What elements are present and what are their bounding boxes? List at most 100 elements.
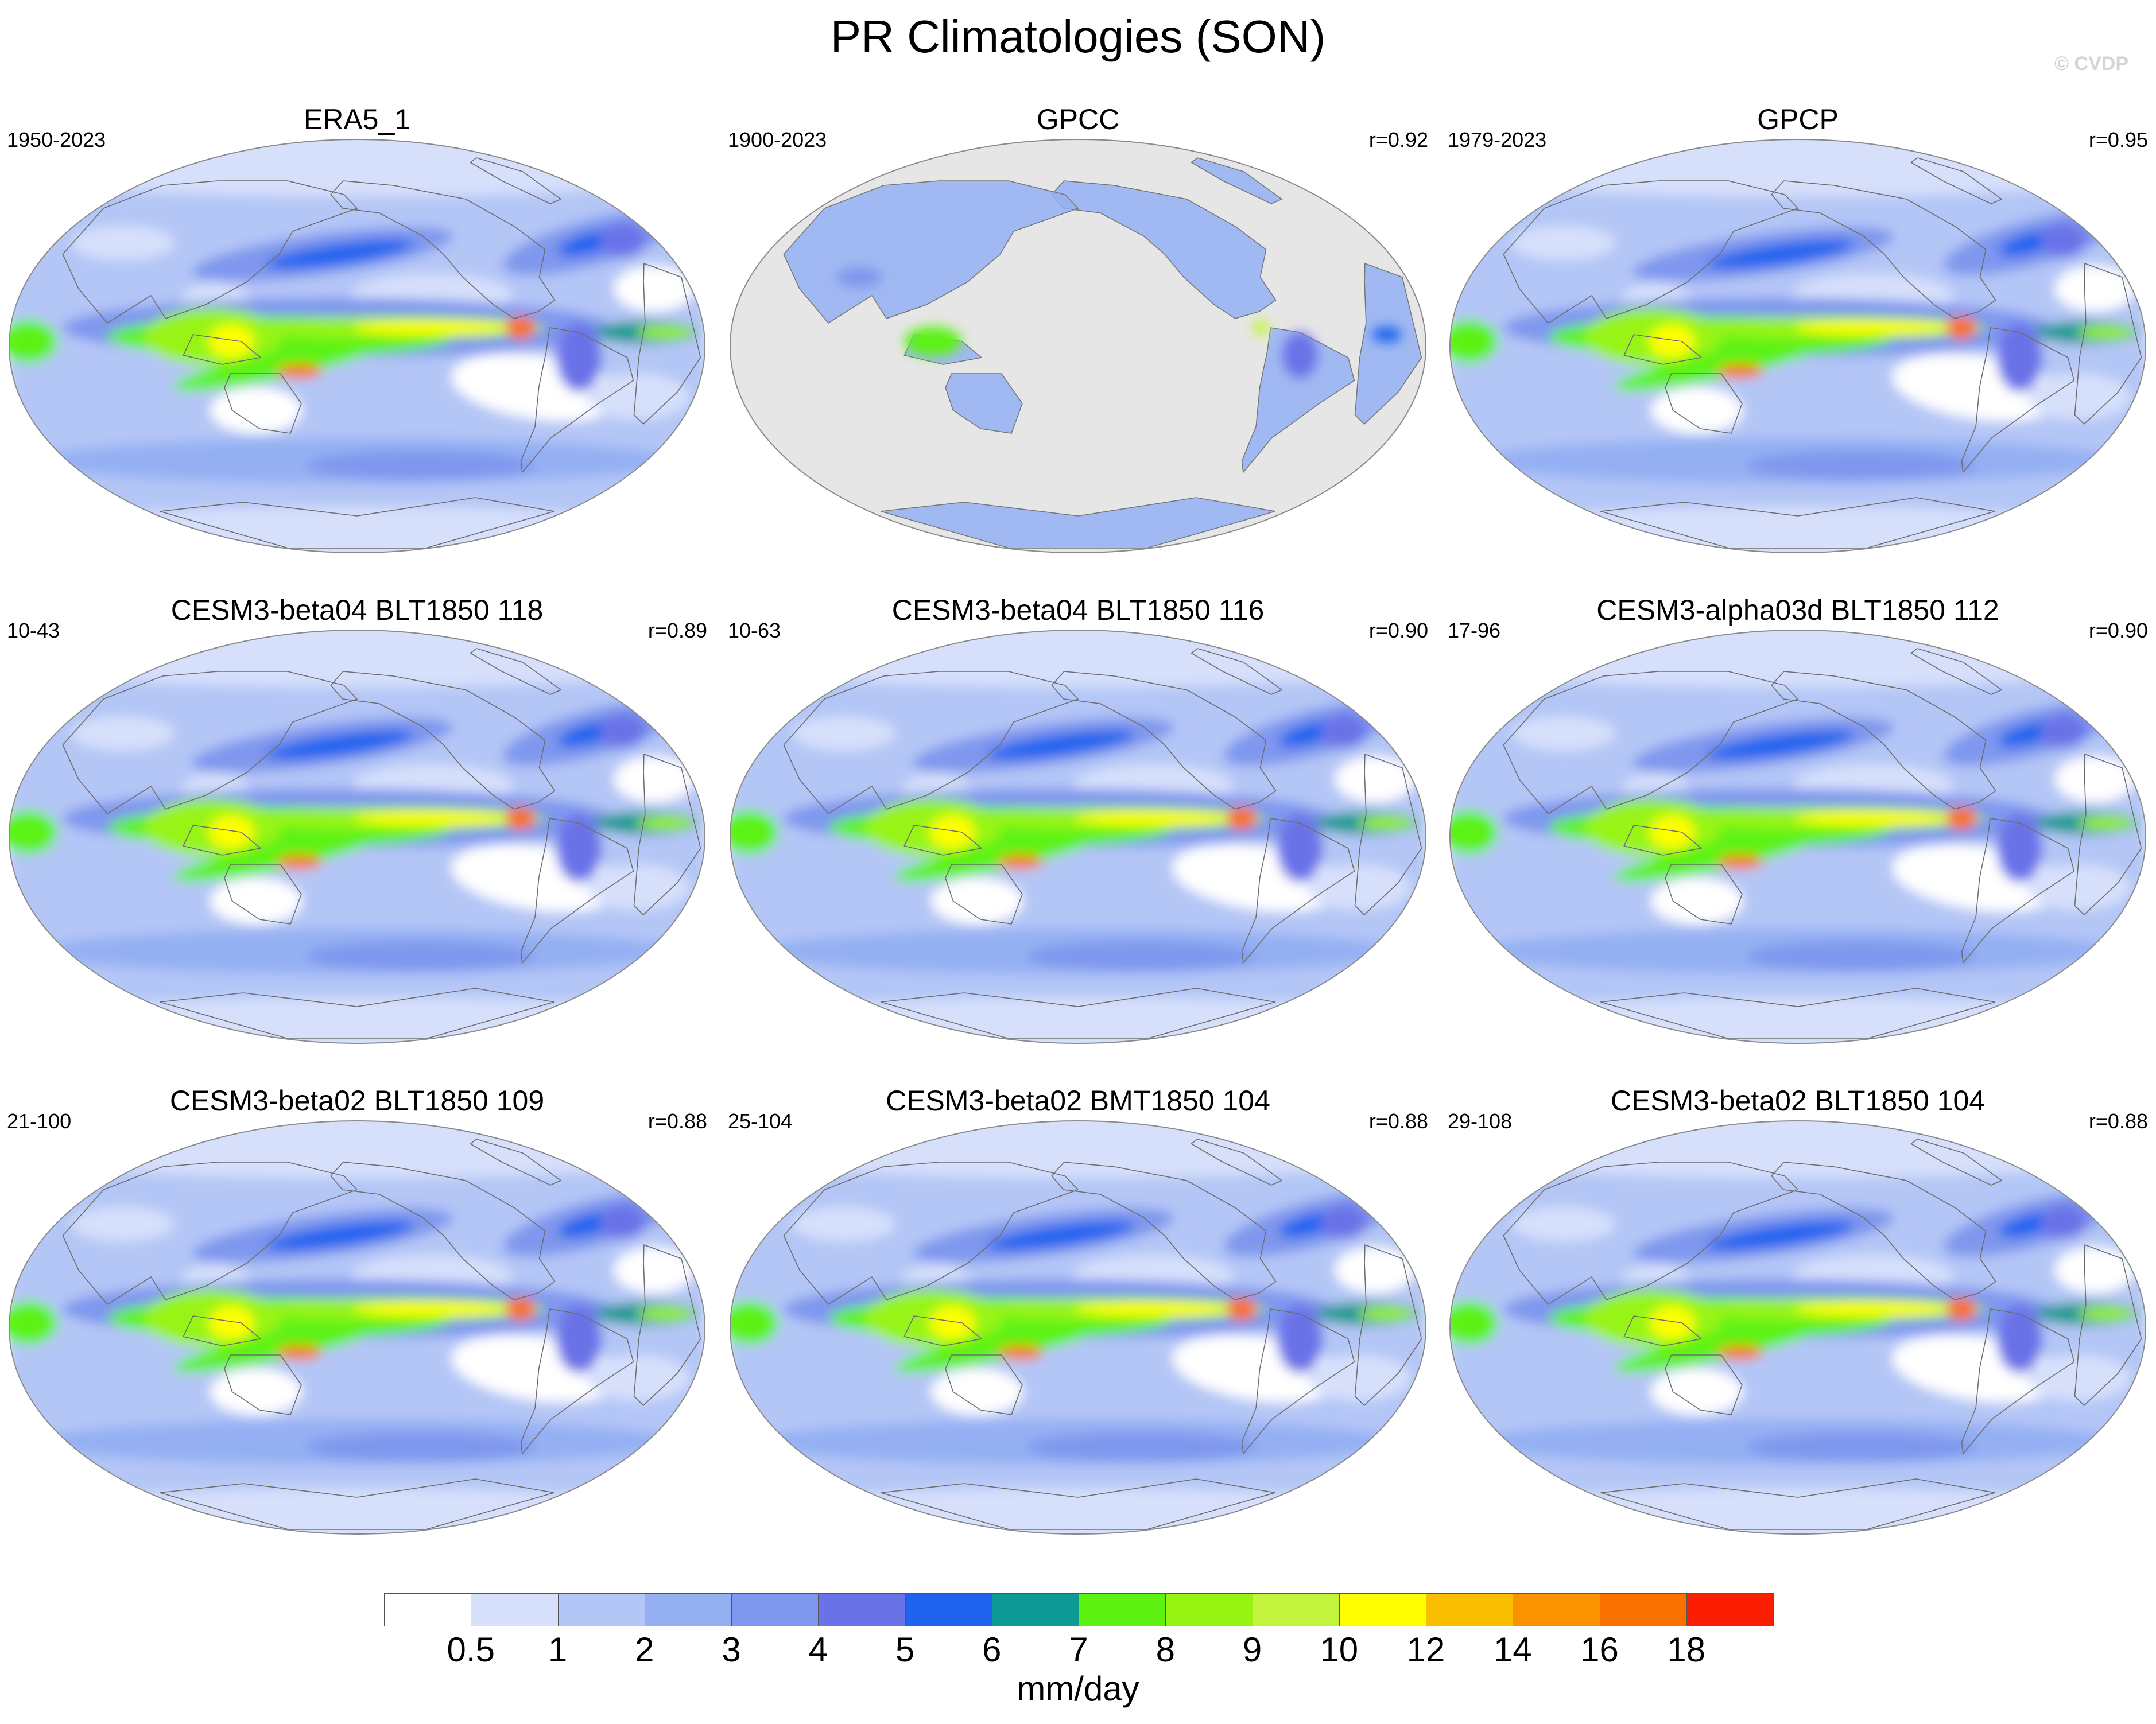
panel-correlation: r=0.90: [1368, 619, 1428, 642]
southern-ocean-core: [1746, 941, 1976, 971]
map-panel-gpcp: GPCP 1979-2023 r=0.95: [1448, 102, 2148, 556]
continent-antarctica: [1600, 497, 1996, 549]
itcz-core: [1794, 1302, 1956, 1316]
continent-indonesia: [183, 825, 261, 856]
map-border: [730, 1120, 1426, 1535]
continent-africa: [1354, 754, 1422, 915]
colorbar-tick-label: 8: [1155, 1630, 1175, 1669]
coastlines: [1503, 1139, 2142, 1530]
maritime-continent-core: [208, 324, 255, 359]
coastlines: [62, 1139, 701, 1530]
continent-greenland: [470, 157, 561, 204]
coastlines: [783, 1139, 1422, 1530]
continent-indonesia: [1623, 825, 1702, 856]
spcz-max: [997, 855, 1044, 869]
continent-antarctica: [1600, 1478, 1996, 1530]
polar-dry-north: [730, 1121, 1426, 1178]
colorbar-swatch: [1686, 1593, 1774, 1626]
continent-africa: [633, 1244, 701, 1406]
amazon-wet: [556, 814, 602, 883]
spcz-max: [276, 1346, 323, 1360]
itcz-east-max: [1946, 1298, 1977, 1321]
coastlines: [783, 157, 1422, 549]
continent-eurasia: [62, 1162, 358, 1305]
continent-south-america: [1241, 1308, 1355, 1454]
continent-south-america: [520, 818, 634, 964]
spcz-max: [1717, 855, 1763, 869]
colorbar-swatch: [1252, 1593, 1340, 1626]
panel-years: 1979-2023: [1448, 128, 1547, 152]
precip-map: [9, 139, 705, 553]
land-precip-detail: [836, 267, 1402, 378]
continent-greenland: [1191, 648, 1282, 695]
itcz-east-max: [1227, 1298, 1257, 1321]
atlantic-itcz-core: [2077, 325, 2135, 339]
continent-indonesia: [1623, 334, 1702, 365]
southern-ocean-core: [305, 451, 535, 480]
south-atlantic-dry: [1307, 864, 1411, 910]
map-panel-era5: ERA5_1 1950-2023: [7, 102, 707, 556]
continent-south-america: [1961, 327, 2075, 473]
map-border: [730, 630, 1426, 1044]
continent-south-america: [520, 327, 634, 473]
colorbar-swatch: [1599, 1593, 1687, 1626]
figure-title: PR Climatologies (SON): [830, 11, 1326, 62]
precip-map: [9, 630, 705, 1044]
map-border: [9, 630, 705, 1044]
continent-north-america: [330, 671, 556, 810]
colorbar-tick-label: 14: [1493, 1630, 1532, 1669]
polar-dry-north: [1450, 1121, 2146, 1178]
north-pacific-storm-core: [266, 730, 414, 760]
continent-north-america: [1771, 671, 1996, 810]
sahara-dry: [614, 1247, 695, 1293]
itcz-core: [1075, 1302, 1236, 1316]
polar-dry-north: [9, 630, 705, 688]
panel-title: CESM3-beta04 BLT1850 118: [170, 594, 544, 626]
itcz-east-max: [1227, 807, 1257, 830]
polar-dry-north: [9, 1121, 705, 1178]
asia-dry: [792, 716, 895, 751]
itcz-east-max: [506, 1298, 536, 1321]
amazon-land: [1282, 332, 1317, 378]
maritime-continent-core: [208, 815, 255, 849]
continent-africa: [2074, 263, 2142, 425]
continent-south-america: [520, 1308, 634, 1454]
colorbar-units: mm/day: [1017, 1669, 1139, 1708]
indian-ocean-east: [1450, 1301, 1498, 1345]
indian-ocean-east: [730, 810, 778, 854]
continent-south-america: [1241, 327, 1355, 473]
indian-ocean-east: [9, 1301, 57, 1345]
map-border: [1449, 139, 2146, 553]
atlantic-itcz-core: [2077, 1307, 2135, 1321]
spcz: [1614, 829, 1828, 882]
south-atlantic-dry: [586, 1355, 690, 1401]
australia-dry: [1651, 387, 1743, 433]
panel-years: 10-43: [7, 619, 60, 642]
spcz-max: [997, 1346, 1044, 1360]
continent-australia: [224, 864, 302, 925]
southern-ocean-core: [1026, 1432, 1256, 1462]
south-atlantic-dry: [2027, 374, 2131, 420]
panel-years: 29-108: [1448, 1109, 1513, 1133]
colombia-land: [1253, 320, 1269, 336]
colorbar-tick-label: 7: [1069, 1630, 1088, 1669]
north-pacific-storm-core: [987, 1221, 1135, 1251]
maritime-continent-core: [929, 1306, 976, 1340]
colorbar-swatch: [991, 1593, 1079, 1626]
map-border: [1449, 1120, 2146, 1535]
continent-eurasia: [783, 671, 1079, 814]
atlantic-itcz-core: [1358, 816, 1416, 830]
continent-australia: [945, 373, 1023, 434]
amazon-wet: [556, 1304, 602, 1373]
continent-indonesia: [1623, 1315, 1702, 1346]
spcz-max: [1717, 1346, 1763, 1360]
colorbar-tick-label: 12: [1406, 1630, 1445, 1669]
asia-dry: [71, 716, 175, 751]
spcz: [1614, 338, 1828, 391]
indian-ocean-east: [730, 1301, 778, 1345]
maritime-continent-core: [1649, 1306, 1696, 1340]
continent-indonesia: [183, 1315, 261, 1346]
spcz-max: [1717, 364, 1763, 378]
europe-wet: [2040, 714, 2087, 748]
sahara-dry: [1335, 756, 1416, 802]
